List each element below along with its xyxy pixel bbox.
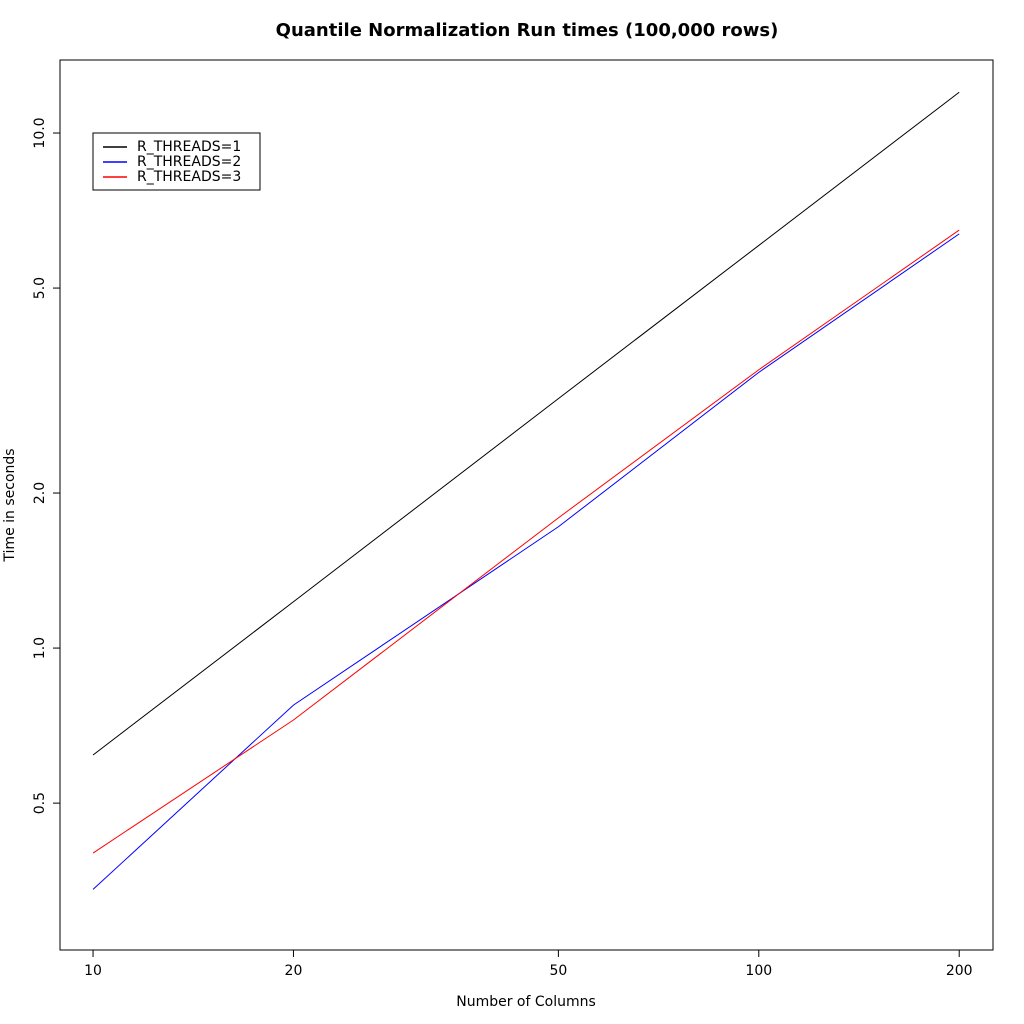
data-line [92,229,960,854]
data-line [92,233,960,890]
y-tick-label: 0.5 [32,792,48,814]
chart-title: Quantile Normalization Run times (100,00… [276,20,779,41]
x-tick-label: 200 [946,963,973,979]
y-tick-label: 10.0 [32,117,48,148]
y-axis-label: Time in seconds [2,448,18,562]
x-axis-label: Number of Columns [456,994,596,1010]
y-tick-label: 2.0 [32,482,48,504]
plot-frame [59,59,994,951]
y-tick-label: 1.0 [32,637,48,659]
x-tick-label: 10 [84,963,102,979]
legend-label: R_THREADS=1 [137,139,241,155]
legend-label: R_THREADS=3 [137,169,241,185]
x-tick-label: 50 [549,963,567,979]
y-tick-label: 5.0 [32,277,48,299]
x-tick-label: 100 [745,963,772,979]
legend-label: R_THREADS=2 [137,154,241,170]
data-line [92,91,960,756]
x-tick-label: 20 [285,963,303,979]
